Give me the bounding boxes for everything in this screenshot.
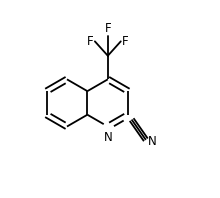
Text: N: N — [103, 131, 112, 144]
Text: F: F — [87, 35, 93, 48]
Text: N: N — [148, 135, 156, 148]
Text: F: F — [104, 22, 111, 35]
Text: F: F — [122, 35, 129, 48]
